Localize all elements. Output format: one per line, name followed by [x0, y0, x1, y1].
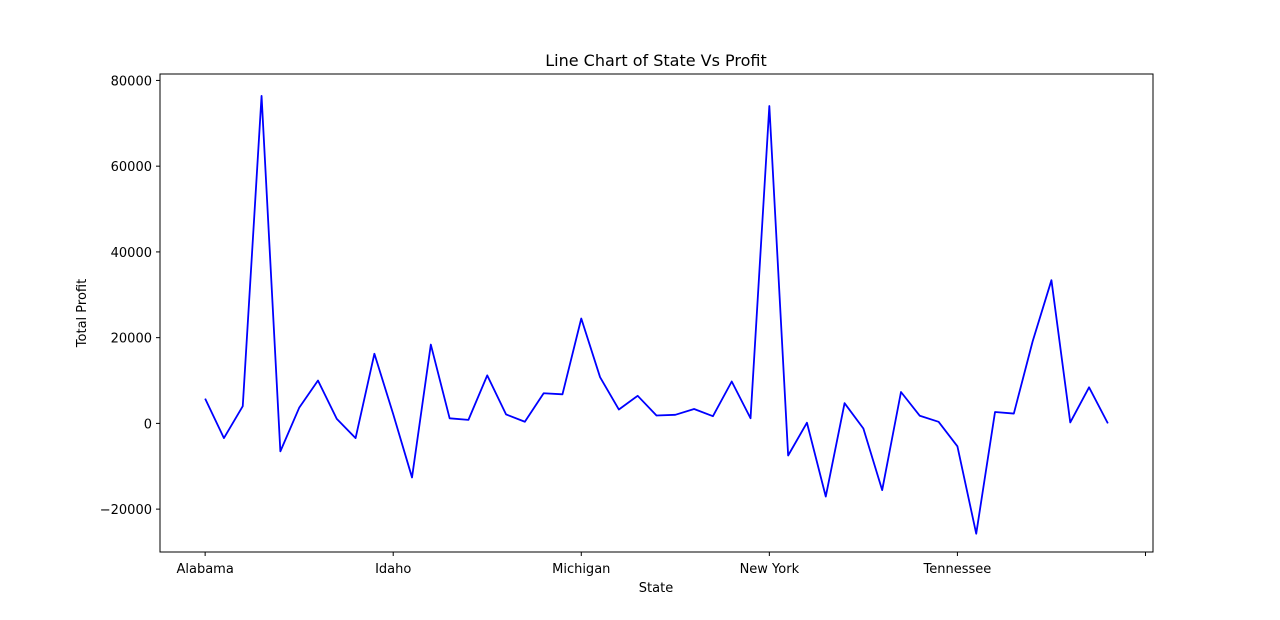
x-axis-ticks: Alabama Idaho Michigan New York Tennessee — [176, 552, 1146, 577]
x-tick-label: New York — [740, 562, 800, 577]
y-tick-label: 80000 — [111, 74, 152, 89]
y-tick-label: 0 — [144, 417, 152, 432]
y-tick-label: −20000 — [100, 503, 152, 518]
y-tick-label: 40000 — [111, 246, 152, 261]
series-layer — [204, 95, 1109, 535]
plot-frame — [159, 73, 1154, 553]
x-tick-label: Alabama — [176, 562, 233, 577]
x-tick-label: Tennessee — [923, 562, 992, 577]
y-tick-label: 20000 — [111, 332, 152, 347]
y-axis-title: Total Profit — [75, 279, 90, 348]
y-tick-label: 60000 — [111, 160, 152, 175]
x-axis-title: State — [639, 581, 673, 596]
x-tick-label: Idaho — [375, 562, 411, 577]
x-tick-label: Michigan — [552, 562, 610, 577]
y-axis-ticks: −20000 0 20000 40000 60000 80000 — [100, 74, 160, 518]
chart-title: Line Chart of State Vs Profit — [545, 51, 767, 70]
series-line-0 — [204, 95, 1109, 535]
